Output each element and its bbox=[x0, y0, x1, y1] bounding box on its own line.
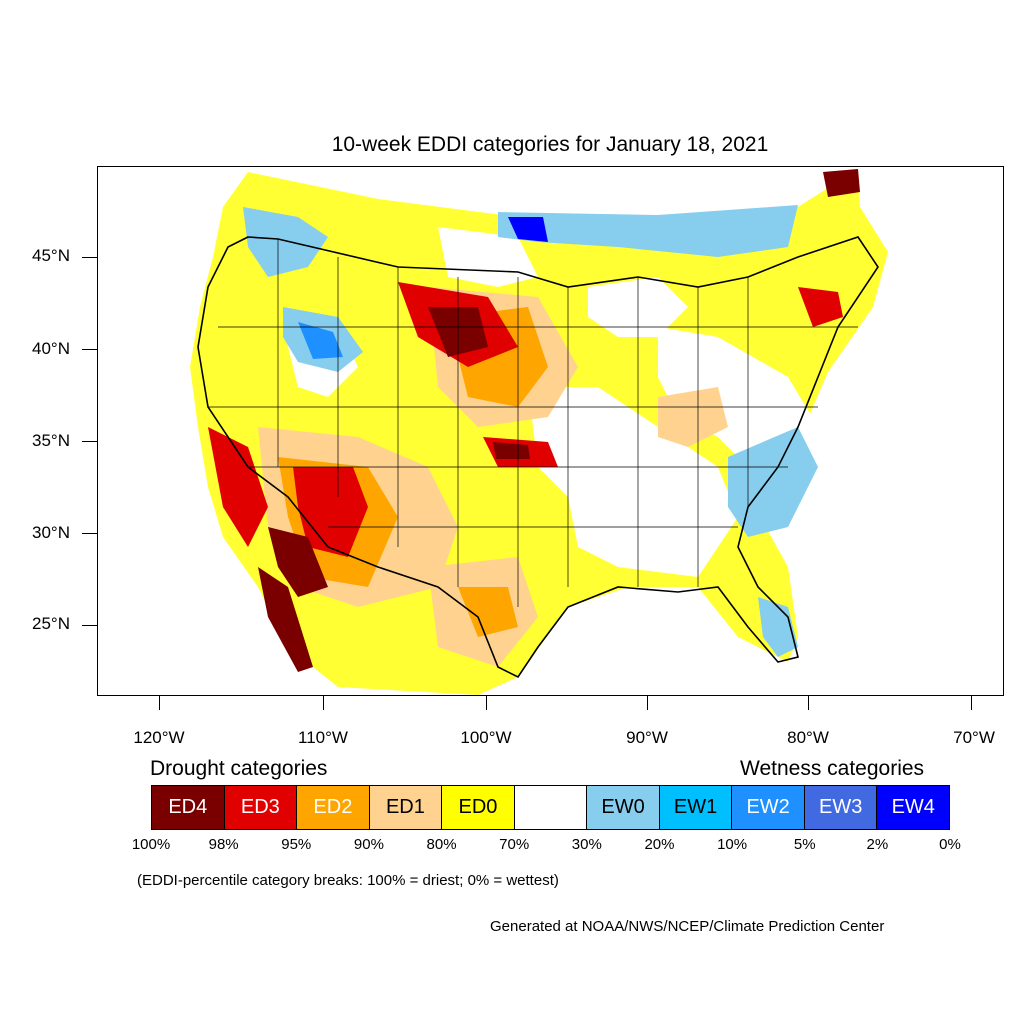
ed4-area-baja bbox=[258, 567, 313, 672]
ed2-area-texas bbox=[458, 587, 518, 637]
percentile-note: (EDDI-percentile category breaks: 100% =… bbox=[137, 872, 559, 889]
lat-label-30: 30°N bbox=[32, 523, 70, 542]
map-canvas bbox=[190, 169, 888, 695]
legend-cell-ew0: EW0 bbox=[587, 786, 660, 829]
lon-tick bbox=[486, 696, 487, 710]
percentile-break-label: 20% bbox=[644, 836, 675, 853]
lat-tick bbox=[82, 257, 97, 258]
us-outline bbox=[197, 236, 879, 679]
legend-cell-ed2: ED2 bbox=[297, 786, 370, 829]
legend-cell-ew2: EW2 bbox=[732, 786, 805, 829]
category-color-bar: ED4 ED3 ED2 ED1 ED0 EW0 EW1 EW2 EW3 EW4 bbox=[151, 785, 950, 830]
wet-area-northwest bbox=[243, 207, 328, 277]
map-title: 10-week EDDI categories for January 18, … bbox=[331, 133, 769, 156]
lon-label-80w: 80°W bbox=[787, 728, 829, 747]
legend-cell-ed3: ED3 bbox=[224, 786, 298, 829]
wet-area-idaho-core bbox=[298, 322, 343, 359]
ed3-area-northeast bbox=[798, 287, 843, 327]
ed3-area-california bbox=[208, 427, 268, 547]
lat-label-40: 40°N bbox=[32, 339, 70, 358]
legend-cell-ed0: ED0 bbox=[442, 786, 515, 829]
percentile-break-label: 98% bbox=[208, 836, 239, 853]
normal-area-central bbox=[528, 387, 738, 577]
percentile-break-label: 10% bbox=[717, 836, 748, 853]
percentile-break-label: 30% bbox=[571, 836, 602, 853]
lon-label-100w: 100°W bbox=[460, 728, 512, 747]
lon-label-90w: 90°W bbox=[626, 728, 668, 747]
lat-label-25: 25°N bbox=[32, 614, 70, 633]
ed4-area-kansas bbox=[493, 442, 530, 459]
wet-area-carolinas bbox=[728, 427, 818, 537]
lat-tick bbox=[82, 349, 97, 350]
percentile-break-label: 5% bbox=[793, 836, 816, 853]
legend-cell-ew4: EW4 bbox=[877, 786, 950, 829]
legend-cell-ew1: EW1 bbox=[659, 786, 733, 829]
lat-tick bbox=[82, 625, 97, 626]
percentile-break-label: 0% bbox=[939, 836, 961, 853]
legend-cell-ed1: ED1 bbox=[369, 786, 443, 829]
lon-tick bbox=[159, 696, 160, 710]
lat-label-35: 35°N bbox=[32, 431, 70, 450]
wet-area-lake-superior bbox=[508, 217, 548, 242]
legend-cell-ed4: ED4 bbox=[152, 786, 225, 829]
lat-tick bbox=[82, 533, 97, 534]
percentile-break-label: 80% bbox=[426, 836, 457, 853]
lon-tick bbox=[808, 696, 809, 710]
lon-tick bbox=[647, 696, 648, 710]
legend-cell-ew3: EW3 bbox=[804, 786, 878, 829]
lon-label-70w: 70°W bbox=[953, 728, 995, 747]
wet-area-north-border bbox=[498, 205, 798, 257]
legend-cell-normal bbox=[514, 786, 588, 829]
wet-area-florida bbox=[758, 597, 798, 657]
ed4-area-arizona bbox=[268, 527, 328, 597]
lon-label-120w: 120°W bbox=[133, 728, 185, 747]
credit-line: Generated at NOAA/NWS/NCEP/Climate Predi… bbox=[490, 918, 885, 935]
lat-label-45: 45°N bbox=[32, 246, 70, 265]
wetness-categories-title: Wetness categories bbox=[740, 757, 925, 780]
state-lines bbox=[208, 239, 858, 607]
ed3-area-southwest bbox=[293, 467, 368, 557]
lon-label-110w: 110°W bbox=[298, 728, 348, 747]
ed4-area-maine bbox=[823, 169, 860, 197]
percentile-break-label: 70% bbox=[499, 836, 530, 853]
percentile-break-label: 90% bbox=[353, 836, 384, 853]
lat-tick bbox=[82, 441, 97, 442]
ed1-area-midwest bbox=[658, 387, 728, 447]
percentile-break-label: 95% bbox=[281, 836, 312, 853]
drought-categories-title: Drought categories bbox=[150, 757, 328, 780]
lon-tick bbox=[971, 696, 972, 710]
percentile-break-label: 100% bbox=[131, 836, 171, 853]
percentile-break-label: 2% bbox=[866, 836, 889, 853]
eddi-map bbox=[97, 166, 1004, 696]
lon-tick bbox=[323, 696, 324, 710]
